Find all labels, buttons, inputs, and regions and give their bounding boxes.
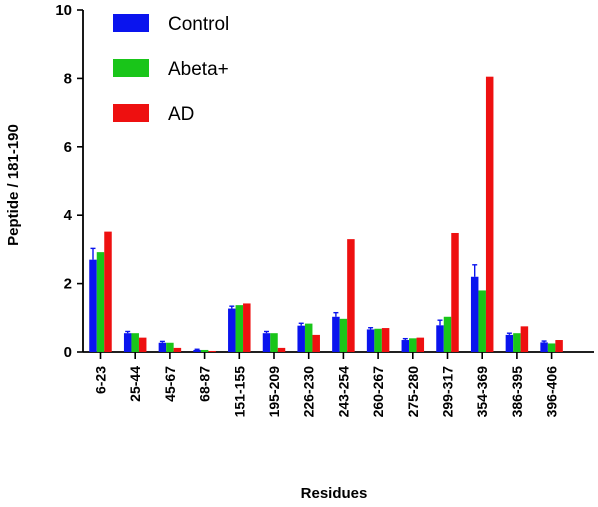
y-tick-label: 2 (64, 276, 72, 293)
bar-ad-25-44 (138, 337, 147, 352)
bar-abeta--354-369 (478, 290, 486, 352)
x-tick-label: 260-267 (370, 366, 386, 418)
bar-control-396-406 (540, 342, 548, 352)
bar-abeta--25-44 (131, 333, 139, 352)
bar-ad-396-406 (555, 340, 563, 352)
x-tick-label: 195-209 (266, 366, 282, 418)
bar-control-6-23 (89, 259, 97, 352)
bar-abeta--396-406 (547, 343, 556, 352)
bar-abeta--260-267 (374, 328, 382, 352)
legend-swatch-ad (113, 104, 149, 122)
bar-abeta--386-395 (513, 333, 521, 352)
y-tick-label: 10 (55, 2, 72, 19)
bar-control-25-44 (123, 333, 132, 352)
bar-control-195-209 (262, 333, 271, 352)
legend-swatch-control (113, 14, 149, 32)
bar-control-354-369 (470, 276, 479, 352)
bar-control-68-87 (193, 349, 201, 352)
y-axis-title: Peptide / 181-190 (5, 124, 22, 246)
x-tick-label: 396-406 (544, 366, 560, 418)
y-tick-label: 6 (64, 139, 72, 156)
x-tick-label: 386-395 (509, 366, 525, 418)
bar-ad-6-23 (104, 231, 112, 352)
y-tick-label: 4 (64, 207, 73, 224)
legend-label: Abeta+ (168, 59, 229, 80)
bar-ad-260-267 (381, 328, 390, 352)
x-tick-label: 151-155 (231, 366, 247, 418)
bar-abeta--68-87 (200, 349, 209, 352)
bars (89, 76, 563, 352)
bar-control-226-230 (297, 325, 305, 352)
legend-label: AD (168, 104, 194, 125)
bar-control-260-267 (366, 329, 375, 352)
y-tick-label: 8 (64, 70, 72, 87)
bar-ad-243-254 (347, 239, 355, 352)
bar-ad-354-369 (485, 76, 494, 352)
bar-ad-226-230 (312, 334, 320, 352)
bar-control-275-280 (401, 340, 410, 352)
bar-abeta--243-254 (339, 318, 348, 352)
legend-swatch-abeta- (113, 59, 149, 77)
bar-control-243-254 (332, 316, 340, 352)
legend: Control Abeta+ AD (113, 14, 229, 125)
bar-ad-275-280 (416, 337, 425, 352)
bar-control-45-67 (158, 342, 167, 352)
x-tick-label: 45-67 (162, 366, 178, 402)
bar-control-386-395 (505, 334, 514, 352)
bar-abeta--6-23 (96, 252, 105, 352)
x-tick-label: 275-280 (405, 366, 421, 418)
bar-ad-151-155 (243, 303, 251, 352)
bar-abeta--45-67 (166, 342, 174, 352)
x-tick-label: 25-44 (127, 366, 143, 402)
bar-abeta--151-155 (235, 305, 244, 352)
bar-abeta--299-317 (443, 316, 452, 352)
bar-abeta--195-209 (270, 333, 278, 352)
x-tick-label: 243-254 (335, 366, 351, 418)
y-axis: 0 2 4 6 8 10 (55, 2, 84, 361)
x-tick-label: 226-230 (301, 366, 317, 418)
x-axis: 6-23 25-44 45-67 68-87 151-155 195-209 226-230… (83, 351, 594, 418)
bar-control-151-155 (228, 308, 236, 352)
bar-ad-68-87 (208, 350, 216, 352)
x-tick-label: 354-369 (474, 366, 490, 418)
bar-ad-386-395 (520, 326, 529, 352)
bar-control-299-317 (436, 325, 444, 352)
x-axis-title: Residues (301, 485, 368, 502)
bar-ad-299-317 (451, 232, 459, 352)
bar-abeta--226-230 (304, 323, 313, 352)
legend-label: Control (168, 14, 229, 35)
bar-abeta--275-280 (409, 338, 417, 352)
bar-ad-45-67 (173, 347, 182, 352)
x-tick-label: 6-23 (93, 366, 109, 394)
bar-ad-195-209 (277, 347, 286, 352)
x-tick-label: 299-317 (440, 366, 456, 418)
y-tick-label: 0 (64, 344, 72, 361)
x-tick-label: 68-87 (197, 366, 213, 402)
